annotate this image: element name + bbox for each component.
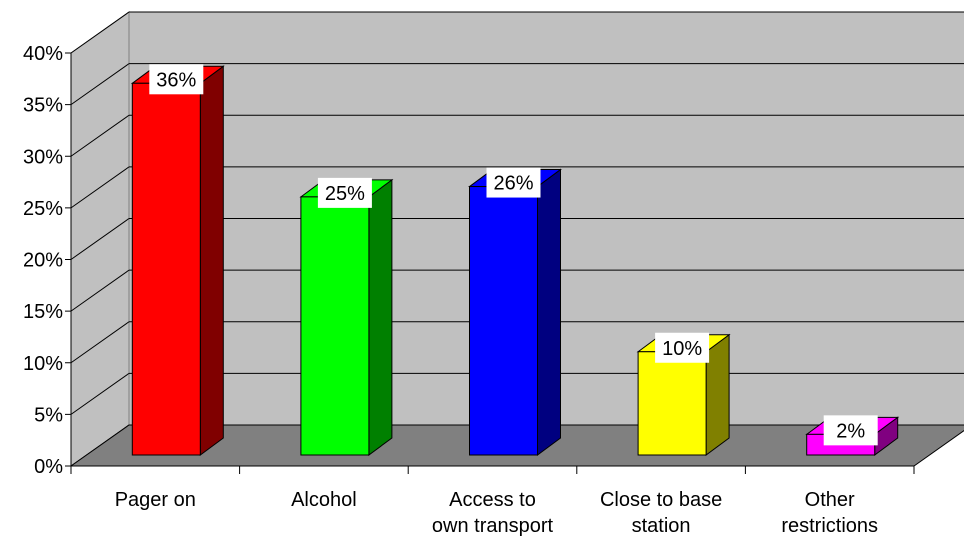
- data-label: 26%: [493, 173, 533, 195]
- gridline-side: [70, 321, 130, 364]
- y-axis: 0% 5% 10% 15% 20% 25% 30% 35% 40%: [23, 43, 72, 478]
- y-tick-label: 30%: [23, 146, 63, 168]
- bar-front-face: [637, 351, 707, 456]
- y-tick-label: 10%: [23, 353, 63, 375]
- bar-front-face: [300, 196, 370, 456]
- gridline-side: [70, 166, 130, 209]
- x-category-label: Pager on: [115, 489, 196, 511]
- y-tick-label: 0%: [34, 456, 63, 478]
- y-tick-label: 5%: [34, 404, 63, 426]
- x-category-label: Alcohol: [291, 489, 357, 511]
- data-label: 10%: [662, 338, 702, 360]
- x-category-label-line: Access to: [449, 489, 536, 511]
- gridline-side: [70, 63, 130, 106]
- data-label: 36%: [156, 69, 196, 91]
- bar-side-face: [199, 65, 224, 456]
- x-category-label-line: Pager on: [115, 489, 196, 511]
- gridline-side: [70, 269, 130, 312]
- gridline-side: [70, 372, 130, 415]
- y-tick-label: 20%: [23, 250, 63, 272]
- data-label-box: [655, 332, 710, 363]
- gridline-side: [70, 11, 130, 54]
- y-tick-label: 35%: [23, 95, 63, 117]
- bar-3d: [467, 168, 563, 456]
- data-label: 2%: [836, 420, 865, 442]
- x-category-label-line: Alcohol: [291, 489, 357, 511]
- bar-front-face: [469, 186, 538, 456]
- x-category-label-line: own transport: [432, 515, 554, 537]
- data-label-box: [317, 177, 372, 208]
- y-tick-label: 25%: [23, 198, 63, 220]
- x-category-label-line: Other: [805, 489, 855, 511]
- x-category-label: Close to base station: [600, 489, 722, 537]
- bar-side-face: [368, 178, 393, 456]
- x-axis: Pager on Alcohol Access to own transport Clo…: [70, 465, 915, 537]
- data-label-box: [486, 167, 541, 198]
- bar-side-face: [537, 168, 561, 456]
- data-labels: 36% 25% 26% 10% 2%: [149, 64, 878, 446]
- data-label-box: [149, 64, 204, 95]
- bar-3d: [130, 65, 225, 456]
- gridline-side: [70, 218, 130, 260]
- data-label: 25%: [325, 183, 365, 205]
- bar-3d: [299, 178, 394, 456]
- bar-side-face: [705, 333, 730, 456]
- x-category-label: Other restrictions: [781, 489, 878, 537]
- y-tick-label: 40%: [23, 43, 63, 65]
- x-category-label-line: station: [632, 515, 691, 537]
- x-category-label: Access to own transport: [432, 489, 554, 537]
- y-tick-label: 15%: [23, 301, 63, 323]
- x-category-label-line: Close to base: [600, 489, 722, 511]
- data-label-box: [823, 415, 878, 446]
- gridline-side: [70, 114, 130, 157]
- x-category-label-line: restrictions: [781, 515, 878, 537]
- bar-front-face: [131, 82, 201, 456]
